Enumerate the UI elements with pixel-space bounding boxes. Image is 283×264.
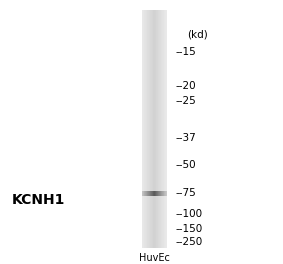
Bar — [149, 191, 150, 196]
Bar — [147, 191, 148, 196]
Bar — [154, 10, 155, 248]
Bar — [158, 191, 159, 196]
Bar — [165, 10, 166, 248]
Bar — [148, 10, 149, 248]
Bar — [166, 191, 167, 196]
Bar — [156, 191, 157, 196]
Bar — [164, 191, 165, 196]
Bar — [150, 10, 151, 248]
Bar — [142, 191, 143, 196]
Bar — [162, 10, 163, 248]
Bar — [164, 10, 165, 248]
Text: --20: --20 — [175, 81, 196, 91]
Bar — [151, 10, 152, 248]
Bar — [150, 191, 151, 196]
Bar — [155, 191, 156, 196]
Bar — [149, 10, 150, 248]
Bar — [146, 10, 147, 248]
Bar — [143, 10, 144, 248]
Bar — [153, 191, 154, 196]
Bar — [162, 191, 163, 196]
Bar — [160, 191, 161, 196]
Bar — [142, 10, 143, 248]
Bar — [159, 191, 160, 196]
Bar — [159, 191, 160, 196]
Bar — [164, 10, 165, 248]
Bar — [144, 191, 145, 196]
Bar — [161, 10, 162, 248]
Bar — [153, 10, 154, 248]
Bar — [161, 10, 162, 248]
Bar — [165, 191, 166, 196]
Text: KCNH1: KCNH1 — [11, 193, 65, 207]
Bar — [164, 191, 165, 196]
Bar — [144, 191, 145, 196]
Bar — [163, 10, 164, 248]
Text: HuvEc: HuvEc — [139, 253, 170, 263]
Bar — [143, 191, 144, 196]
Text: --75: --75 — [175, 188, 196, 198]
Bar — [151, 191, 152, 196]
Bar — [145, 10, 146, 248]
Bar — [151, 10, 152, 248]
Text: --37: --37 — [175, 133, 196, 143]
Text: --15: --15 — [175, 48, 196, 58]
Bar — [148, 191, 149, 196]
Bar — [143, 191, 144, 196]
Bar — [151, 191, 152, 196]
Bar — [159, 10, 160, 248]
Bar — [156, 191, 157, 196]
Bar — [147, 10, 148, 248]
Bar — [142, 191, 143, 196]
Bar — [147, 191, 148, 196]
Bar — [149, 10, 150, 248]
Bar — [149, 191, 150, 196]
Bar — [160, 10, 161, 248]
Bar — [161, 191, 162, 196]
Bar — [165, 191, 166, 196]
Bar — [146, 191, 147, 196]
Bar — [166, 10, 167, 248]
Bar — [154, 191, 155, 196]
Bar — [146, 191, 147, 196]
Text: --100: --100 — [175, 209, 203, 219]
Bar — [155, 10, 156, 248]
Bar — [156, 10, 157, 248]
Bar — [158, 10, 159, 248]
Text: --150: --150 — [175, 224, 203, 234]
Bar — [166, 191, 167, 196]
Bar — [158, 191, 159, 196]
Text: (kd): (kd) — [187, 30, 207, 40]
Bar — [146, 10, 147, 248]
Bar — [157, 10, 158, 248]
Bar — [153, 191, 154, 196]
Bar — [157, 191, 158, 196]
Bar — [152, 191, 153, 196]
Bar — [148, 10, 149, 248]
Bar — [148, 191, 149, 196]
Bar — [156, 10, 157, 248]
Bar — [143, 10, 144, 248]
Bar — [153, 10, 154, 248]
Bar — [142, 10, 143, 248]
Bar — [154, 10, 155, 248]
Text: --250: --250 — [175, 237, 203, 247]
Bar — [166, 10, 167, 248]
Bar — [145, 191, 146, 196]
Text: --50: --50 — [175, 160, 196, 170]
Bar — [144, 10, 145, 248]
Bar — [144, 10, 145, 248]
Bar — [165, 10, 166, 248]
Bar — [154, 191, 155, 196]
Bar — [152, 10, 153, 248]
Bar — [161, 191, 162, 196]
Bar — [159, 10, 160, 248]
Text: --25: --25 — [175, 96, 196, 106]
Bar — [163, 191, 164, 196]
Bar — [147, 10, 148, 248]
Bar — [158, 10, 159, 248]
